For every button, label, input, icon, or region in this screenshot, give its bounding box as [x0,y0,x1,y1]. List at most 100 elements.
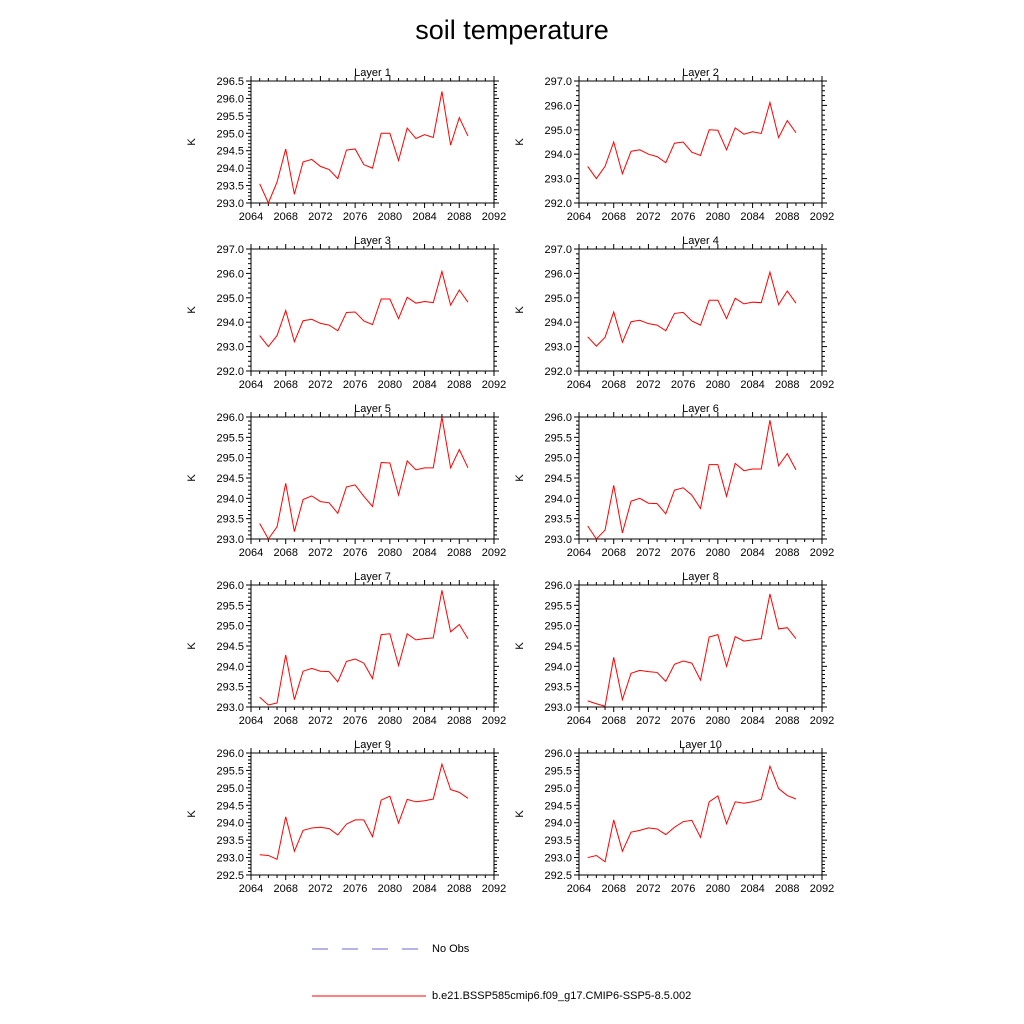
y-axis-label: K [514,474,526,482]
x-tick-label: 2072 [308,211,332,223]
y-tick-label: 294.0 [216,317,244,329]
x-tick-label: 2068 [601,547,625,559]
x-tick-label: 2088 [447,547,471,559]
y-tick-label: 294.0 [216,661,244,673]
y-tick-label: 295.0 [216,128,244,140]
x-tick-label: 2072 [636,379,660,391]
x-tick-label: 2064 [239,379,263,391]
x-tick-label: 2068 [601,211,625,223]
x-tick-label: 2076 [343,547,367,559]
y-tick-label: 293.0 [544,534,572,546]
x-tick-label: 2092 [482,715,506,727]
panel-title: Layer 6 [682,403,719,415]
panel-layer-8: Layer 8 2064 2068 2072 2076 2080 2084 2088 2092 2… [514,571,834,727]
plot-frame [250,416,495,540]
y-tick-label: 294.0 [216,493,244,505]
x-tick-label: 2084 [412,547,436,559]
y-tick-label: 295.0 [544,453,572,465]
y-tick-label: 297.0 [544,244,572,256]
y-tick-label: 292.0 [544,366,572,378]
y-tick-label: 293.0 [216,342,244,354]
panel-title: Layer 8 [682,571,719,583]
x-tick-label: 2092 [810,883,834,895]
y-tick-label: 294.0 [544,661,572,673]
x-tick-label: 2080 [706,547,730,559]
x-tick-label: 2076 [343,715,367,727]
y-tick-label: 295.5 [216,432,244,444]
x-tick-label: 2064 [239,715,263,727]
y-tick-label: 294.0 [216,163,244,175]
panel-layer-4: Layer 4 2064 2068 2072 2076 2080 2084 2088 2092 2… [514,235,834,391]
y-axis-label: K [186,810,198,818]
y-tick-label: 295.5 [216,600,244,612]
plot-frame [578,80,823,204]
x-tick-label: 2068 [601,883,625,895]
x-tick-label: 2084 [740,211,764,223]
series-line [587,764,797,863]
y-tick-label: 293.0 [216,198,244,210]
y-axis-label: K [186,642,198,650]
x-tick-label: 2076 [671,379,695,391]
panel-title: Layer 1 [354,67,391,79]
x-tick-label: 2068 [273,211,297,223]
y-tick-label: 296.0 [216,748,244,760]
y-axis-label: K [186,306,198,314]
y-tick-label: 295.0 [216,453,244,465]
x-tick-label: 2068 [273,547,297,559]
series-line [259,762,469,861]
y-tick-label: 296.0 [216,93,244,105]
x-tick-label: 2064 [239,211,263,223]
y-tick-label: 293.0 [544,702,572,714]
y-axis-label: K [186,474,198,482]
x-tick-label: 2080 [706,715,730,727]
y-tick-label: 293.0 [216,534,244,546]
x-tick-label: 2092 [482,883,506,895]
y-tick-label: 294.0 [216,818,244,830]
x-tick-label: 2088 [775,883,799,895]
page-title: soil temperature [415,15,609,45]
series-line [587,100,797,180]
y-tick-label: 294.0 [544,317,572,329]
y-tick-label: 296.0 [544,580,572,592]
y-tick-label: 295.5 [544,432,572,444]
x-tick-label: 2088 [775,715,799,727]
y-tick-label: 295.0 [544,125,572,137]
plot-frame [250,80,495,204]
y-tick-label: 293.0 [544,342,572,354]
y-tick-label: 293.5 [544,514,572,526]
x-tick-label: 2088 [447,715,471,727]
x-tick-label: 2080 [706,211,730,223]
y-tick-label: 292.5 [544,870,572,882]
x-tick-label: 2076 [671,715,695,727]
y-tick-label: 293.5 [544,682,572,694]
x-tick-label: 2072 [636,547,660,559]
y-tick-label: 293.5 [216,514,244,526]
x-tick-label: 2072 [636,211,660,223]
panel-title: Layer 10 [679,739,722,751]
y-tick-label: 293.0 [544,174,572,186]
y-tick-label: 296.5 [216,76,244,88]
x-tick-label: 2080 [378,211,402,223]
x-tick-label: 2080 [378,379,402,391]
x-tick-label: 2064 [567,211,591,223]
y-tick-label: 293.5 [216,682,244,694]
x-tick-label: 2068 [273,379,297,391]
x-tick-label: 2088 [447,883,471,895]
panel-title: Layer 4 [682,235,719,247]
y-tick-label: 293.5 [216,835,244,847]
x-tick-label: 2084 [412,883,436,895]
x-tick-label: 2092 [482,547,506,559]
y-tick-label: 296.0 [544,268,572,280]
y-tick-label: 294.5 [544,800,572,812]
x-tick-label: 2068 [601,715,625,727]
series-line [259,590,469,706]
x-tick-label: 2080 [378,883,402,895]
series-line [587,270,797,347]
y-tick-label: 296.0 [544,412,572,424]
x-tick-label: 2076 [671,211,695,223]
x-tick-label: 2076 [671,883,695,895]
x-tick-label: 2068 [601,379,625,391]
y-axis-label: K [514,306,526,314]
y-tick-label: 295.0 [216,293,244,305]
x-tick-label: 2092 [810,715,834,727]
